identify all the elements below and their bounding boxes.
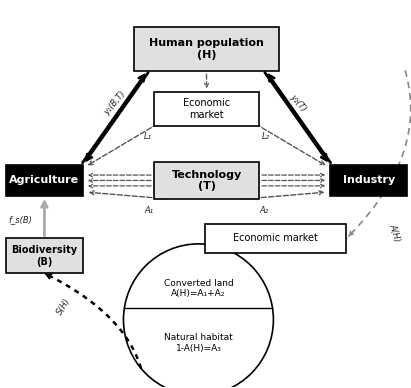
Text: Human population
(H): Human population (H) [149, 38, 264, 60]
Text: A₁: A₁ [144, 206, 154, 215]
FancyBboxPatch shape [154, 92, 259, 126]
Text: A(H): A(H) [388, 222, 402, 243]
Text: f_s(B): f_s(B) [8, 215, 32, 223]
Text: L₂: L₂ [261, 132, 269, 140]
FancyBboxPatch shape [6, 165, 83, 196]
Text: A₂: A₂ [259, 206, 269, 215]
Text: Biodiversity
(B): Biodiversity (B) [12, 245, 78, 267]
FancyBboxPatch shape [6, 239, 83, 273]
Text: Technology
(T): Technology (T) [171, 170, 242, 191]
FancyBboxPatch shape [330, 165, 407, 196]
FancyBboxPatch shape [154, 162, 259, 199]
Text: Converted land
A(H)=A₁+A₂: Converted land A(H)=A₁+A₂ [164, 279, 233, 298]
Text: S(H): S(H) [55, 296, 72, 316]
Text: Agriculture: Agriculture [9, 175, 79, 185]
Text: Natural habitat
1-A(H)=A₃: Natural habitat 1-A(H)=A₃ [164, 333, 233, 353]
Text: L₁: L₁ [144, 132, 152, 140]
Text: Economic
market: Economic market [183, 98, 230, 120]
Text: y₂(T): y₂(T) [288, 93, 307, 114]
Text: Economic market: Economic market [233, 234, 318, 243]
Text: y₁(B,T): y₁(B,T) [103, 89, 128, 117]
FancyBboxPatch shape [134, 27, 279, 71]
Text: Industry: Industry [342, 175, 395, 185]
FancyBboxPatch shape [205, 224, 346, 253]
